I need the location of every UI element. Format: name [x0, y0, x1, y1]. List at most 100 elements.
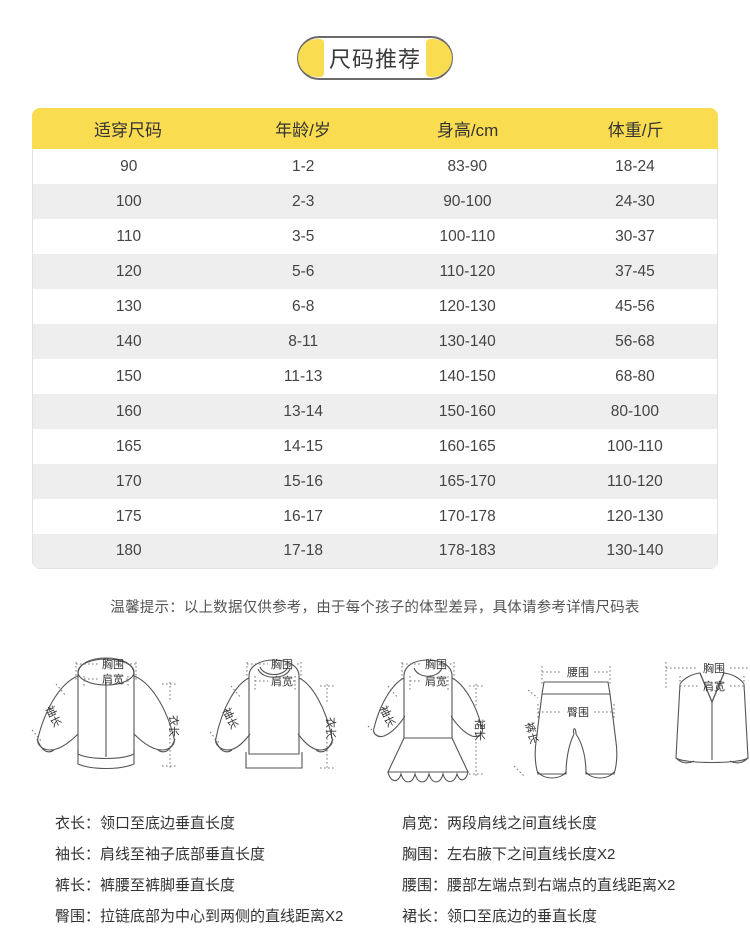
legend-desc: 两段肩线之间直线长度 — [447, 815, 598, 832]
cell-weight: 130-140 — [606, 542, 664, 559]
table-row: 110 3-5 100-110 30-37 — [32, 219, 718, 254]
cell-age: 3-5 — [291, 227, 315, 245]
cell-weight: 120-130 — [606, 507, 664, 525]
label-length: 衣长 — [167, 715, 181, 737]
label-sleeve: 袖长 — [43, 703, 65, 729]
cell-size: 180 — [115, 542, 142, 559]
cell-size: 110 — [116, 227, 142, 245]
cell-size: 165 — [115, 437, 142, 455]
legend-term: 腰围： — [402, 877, 448, 894]
cell-size: 150 — [115, 367, 142, 385]
cell-weight: 110-120 — [607, 472, 663, 490]
cell-age: 2-3 — [291, 192, 315, 210]
label-shoulder: 肩宽 — [271, 674, 293, 688]
legend-term: 肩宽： — [402, 815, 448, 832]
cell-height: 110-120 — [439, 262, 496, 280]
cell-size: 170 — [115, 472, 142, 490]
legend-term: 裙长： — [402, 908, 448, 925]
cell-height: 170-178 — [438, 507, 496, 525]
cell-height: 130-140 — [438, 332, 496, 350]
label-sleeve: 袖长 — [377, 703, 399, 729]
table-row: 130 6-8 120-130 45-56 — [32, 289, 718, 324]
legend-desc: 裤腰至裤脚垂直长度 — [100, 877, 236, 894]
cell-weight: 56-68 — [615, 332, 655, 350]
cell-height: 160-165 — [438, 437, 496, 455]
cell-size: 130 — [115, 297, 142, 315]
table-header-size: 适穿尺码 — [94, 121, 163, 140]
label-shoulder: 肩宽 — [102, 672, 124, 686]
table-row: 150 11-13 140-150 68-80 — [32, 359, 718, 394]
label-shoulder: 肩宽 — [703, 679, 725, 693]
cell-age: 11-13 — [283, 367, 323, 385]
table-row: 140 8-11 130-140 56-68 — [32, 324, 718, 359]
label-chest: 胸围 — [271, 657, 293, 671]
cell-height: 140-150 — [438, 367, 496, 385]
legend-item: 胸围： 左右腋下之间直线长度X2 — [402, 843, 735, 874]
cell-age: 1-2 — [291, 157, 315, 175]
table-header-row: 适穿尺码 年龄/岁 身高/cm 体重/斤 — [32, 108, 718, 149]
legend-item: 裙长： 领口至底边的垂直长度 — [402, 905, 735, 936]
legend-term: 袖长： — [55, 846, 101, 863]
cell-height: 150-160 — [438, 402, 496, 420]
label-hip: 臀围 — [567, 706, 589, 719]
table-row: 120 5-6 110-120 37-45 — [32, 254, 718, 289]
legend-column-right: 肩宽： 两段肩线之间直线长度 胸围： 左右腋下之间直线长度X2 腰围： 腰部左端… — [395, 812, 735, 936]
title-badge: 尺码推荐 — [297, 36, 453, 80]
table-row: 100 2-3 90-100 24-30 — [32, 184, 718, 219]
cell-height: 83-90 — [447, 157, 488, 175]
cell-weight: 45-56 — [615, 297, 655, 315]
diagram-dress: 胸围 肩宽 裙长 袖长 — [354, 642, 504, 802]
table-row: 180 17-18 178-183 130-140 — [32, 534, 718, 569]
diagram-vest: 胸围 肩宽 衣长 — [644, 642, 750, 802]
page-title: 尺码推荐 — [328, 47, 421, 72]
cell-weight: 24-30 — [615, 192, 655, 210]
legend-desc: 领口至底边垂直长度 — [100, 815, 236, 832]
legend-item: 裤长： 裤腰至裤脚垂直长度 — [55, 874, 395, 905]
cell-height: 165-170 — [438, 472, 496, 490]
cell-height: 120-130 — [438, 297, 496, 315]
label-length: 衣长 — [324, 717, 338, 739]
cell-size: 120 — [115, 262, 142, 280]
table-row: 165 14-15 160-165 100-110 — [32, 429, 718, 464]
title-badge-container: 尺码推荐 — [0, 30, 750, 86]
diagram-jacket: 胸围 肩宽 衣长 袖长 — [18, 642, 194, 802]
cell-weight: 18-24 — [615, 157, 655, 175]
cell-height: 90-100 — [443, 192, 492, 210]
garment-diagrams: 胸围 肩宽 衣长 袖长 — [18, 642, 750, 802]
cell-size: 140 — [115, 332, 142, 350]
cell-weight: 37-45 — [615, 262, 655, 280]
diagram-pants: 腰围 臀围 裤长 — [504, 642, 644, 802]
legend-column-left: 衣长： 领口至底边垂直长度 袖长： 肩线至袖子底部垂直长度 裤长： 裤腰至裤脚垂… — [55, 812, 395, 936]
table-header-height: 身高/cm — [436, 121, 499, 140]
cell-size: 100 — [115, 192, 142, 210]
cell-size: 160 — [115, 402, 142, 420]
cell-age: 17-18 — [283, 542, 323, 559]
legend-item: 臀围： 拉链底部为中心到两侧的直线距离X2 — [55, 905, 395, 936]
legend-desc: 肩线至袖子底部垂直长度 — [100, 846, 266, 863]
cell-age: 14-15 — [283, 437, 323, 455]
legend-item: 衣长： 领口至底边垂直长度 — [55, 812, 395, 843]
label-length: 裙长 — [473, 719, 486, 741]
cell-height: 100-110 — [439, 227, 496, 245]
label-waist: 腰围 — [567, 666, 589, 679]
badge-left-dot — [298, 39, 324, 77]
table-header-age: 年龄/岁 — [275, 121, 331, 140]
legend-term: 胸围： — [402, 846, 448, 863]
warm-tip-text: 温馨提示：以上数据仅供参考，由于每个孩子的体型差异，具体请参考详情尺码表 — [110, 600, 640, 616]
legend-term: 臀围： — [55, 908, 101, 925]
cell-age: 5-6 — [291, 262, 315, 280]
cell-size: 175 — [115, 507, 142, 525]
cell-weight: 80-100 — [610, 402, 660, 420]
legend-term: 衣长： — [55, 815, 101, 832]
measurement-legend: 衣长： 领口至底边垂直长度 袖长： 肩线至袖子底部垂直长度 裤长： 裤腰至裤脚垂… — [55, 812, 735, 936]
label-sleeve: 袖长 — [220, 705, 242, 731]
table-row: 90 1-2 83-90 18-24 — [32, 149, 718, 184]
legend-item: 腰围： 腰部左端点到右端点的直线距离X2 — [402, 874, 735, 905]
table-row: 175 16-17 170-178 120-130 — [32, 499, 718, 534]
label-shoulder: 肩宽 — [425, 674, 447, 688]
cell-age: 15-16 — [283, 472, 323, 490]
diagram-sweatshirt: 胸围 肩宽 衣长 袖长 — [194, 642, 354, 802]
table-row: 170 15-16 165-170 110-120 — [32, 464, 718, 499]
cell-size: 90 — [120, 157, 138, 175]
